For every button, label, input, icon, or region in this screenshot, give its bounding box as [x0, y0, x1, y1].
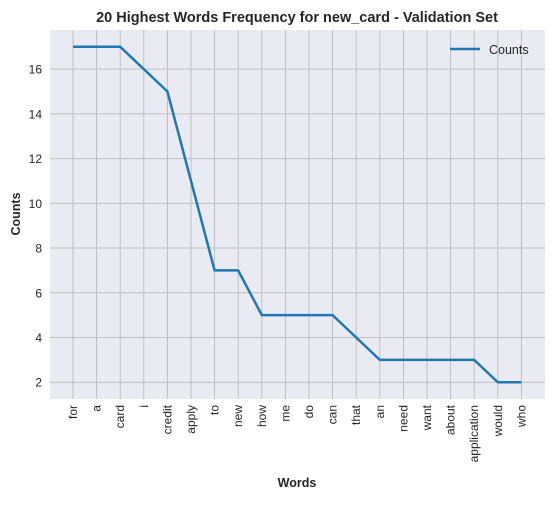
x-tick-label: that	[349, 404, 363, 425]
y-tick-label: 6	[35, 286, 42, 300]
x-tick-label: a	[90, 405, 104, 412]
x-tick-label: would	[491, 405, 505, 437]
x-tick-label: credit	[160, 404, 174, 434]
chart-title: 20 Highest Words Frequency for new_card …	[96, 10, 498, 26]
y-axis: 2 4 6 8 10 12 14 16	[29, 63, 43, 390]
y-tick-label: 4	[35, 331, 42, 345]
x-tick-label: about	[444, 404, 458, 435]
x-tick-label: new	[231, 405, 245, 427]
plot-area	[50, 30, 545, 399]
x-tick-label: an	[373, 405, 387, 418]
y-tick-label: 12	[29, 152, 43, 166]
x-tick-label: who	[514, 405, 528, 428]
x-tick-label: can	[326, 405, 340, 424]
x-tick-label: to	[208, 405, 222, 415]
y-tick-label: 2	[35, 376, 42, 390]
x-tick-label: how	[255, 405, 269, 427]
x-tick-label: for	[66, 405, 80, 419]
y-tick-label: 8	[35, 242, 42, 256]
y-axis-label: Counts	[9, 192, 23, 235]
y-tick-label: 16	[29, 63, 43, 77]
x-tick-label: want	[420, 404, 434, 431]
legend-label-counts: Counts	[489, 43, 529, 57]
x-tick-label: i	[137, 405, 151, 408]
x-tick-label: do	[302, 405, 316, 419]
x-tick-label: application	[467, 405, 481, 462]
x-tick-label: apply	[184, 405, 198, 434]
x-tick-label: need	[396, 405, 410, 432]
y-tick-label: 10	[29, 197, 43, 211]
x-axis-label: Words	[278, 476, 317, 490]
x-tick-label: card	[113, 405, 127, 428]
y-tick-label: 14	[29, 107, 43, 121]
x-tick-label: me	[278, 405, 292, 422]
